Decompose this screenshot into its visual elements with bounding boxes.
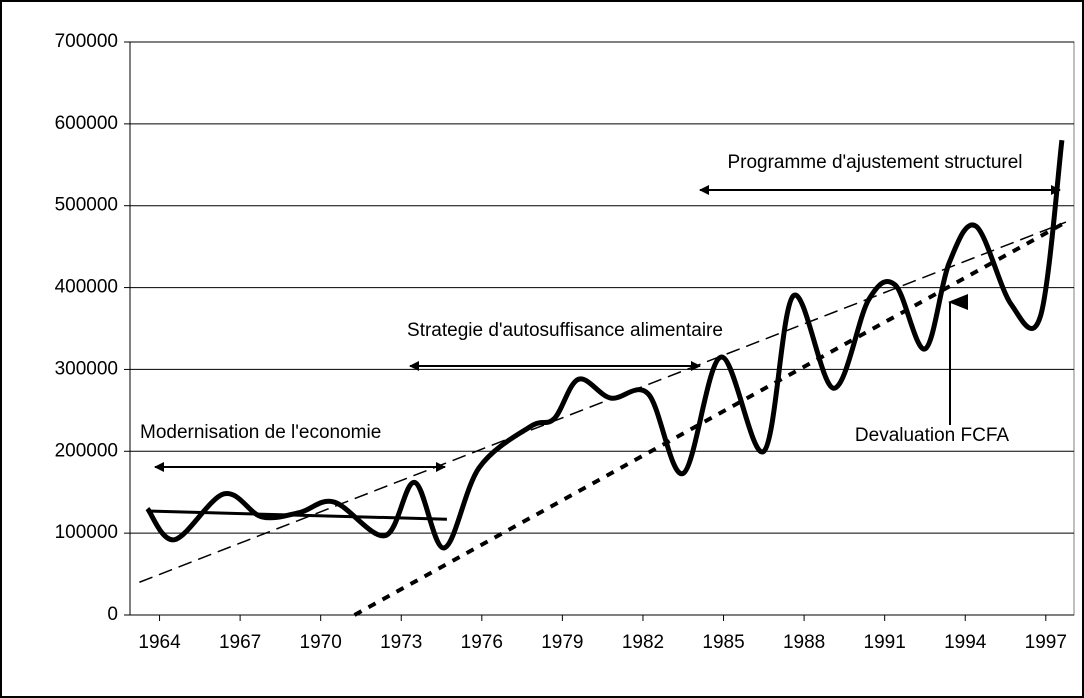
annotation: Devaluation FCFA [855,425,1010,446]
x-tick-label: 1970 [300,632,342,653]
x-tick-label: 1997 [1025,632,1067,653]
x-tick-label: 1991 [864,632,906,653]
x-tick-label: 1988 [783,632,825,653]
x-tick-label: 1967 [219,632,261,653]
x-tick-label: 1982 [622,632,664,653]
x-tick-label: 1964 [138,632,181,653]
y-tick-label: 100000 [55,522,118,543]
y-tick-label: 200000 [55,440,118,461]
trend-line [139,221,1067,583]
trend-line [353,220,1067,617]
annotation: Programme d'ajustement structurel [727,152,1022,173]
x-tick-label: 1985 [702,632,744,653]
y-tick-label: 700000 [55,31,118,52]
data-line [145,139,1065,551]
x-tick-label: 1973 [380,632,422,653]
y-tick-label: 600000 [55,113,118,134]
y-tick-label: 300000 [55,358,118,379]
annotation: Modernisation de l'economie [140,422,381,443]
y-tick-label: 500000 [55,195,118,216]
x-tick-label: 1976 [461,632,503,653]
data-line [147,509,447,521]
y-tick-label: 400000 [55,277,118,298]
y-tick-label: 0 [107,604,118,625]
x-tick-label: 1994 [944,632,987,653]
annotation: Strategie d'autosuffisance alimentaire [407,320,723,341]
x-tick-label: 1979 [541,632,583,653]
